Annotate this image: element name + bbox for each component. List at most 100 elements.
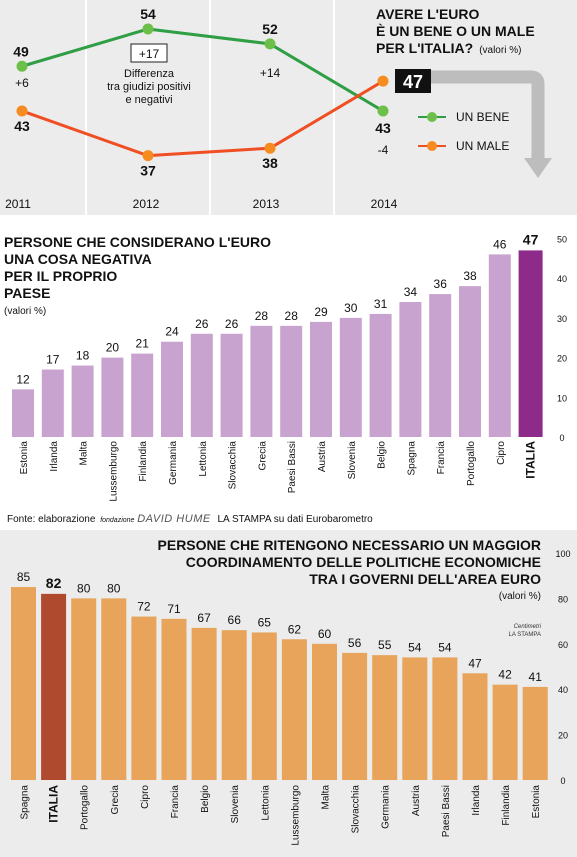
y-tick-50: 50 xyxy=(557,235,567,245)
category-label-portogallo: Portogallo xyxy=(80,785,91,830)
line-title-units: (valori %) xyxy=(479,45,521,56)
bar-francia xyxy=(429,294,452,437)
point-male-2013 xyxy=(264,142,276,154)
bar-value-spagna: 85 xyxy=(17,570,31,584)
bar-italia xyxy=(518,250,543,437)
bar-value-lussemburgo: 20 xyxy=(106,341,120,355)
bar-lussemburgo xyxy=(101,357,124,437)
bar-estonia xyxy=(522,686,548,780)
bar-chart-1-marks: 12 Estonia 17 Irlanda 18 Malta 20 Lussemburgo 21… xyxy=(12,231,567,502)
bar1-title-line-2: UNA COSA NEGATIVA xyxy=(4,251,152,267)
bar-value-belgio: 31 xyxy=(374,297,388,311)
category-label-lettonia: Lettonia xyxy=(198,441,209,477)
line-title-line-3: PER L'ITALIA? (valori %) xyxy=(376,40,521,56)
bar-lussemburgo xyxy=(281,639,307,780)
category-label-germania: Germania xyxy=(168,441,179,485)
category-label-estonia: Estonia xyxy=(19,441,30,475)
category-label-malta: Malta xyxy=(321,785,332,810)
bar-slovenia xyxy=(339,317,362,437)
difference-note-box xyxy=(130,43,168,63)
bar-chart-2-title: PERSONE CHE RITENGONO NECESSARIO UN MAGG… xyxy=(158,537,542,602)
bar-value-lussemburgo: 62 xyxy=(288,622,302,636)
bar-value-slovacchia: 26 xyxy=(225,317,239,331)
source-prefix: Fonte: elaborazione xyxy=(7,514,96,525)
bar-francia xyxy=(161,618,187,780)
value-label-male-2013: 38 xyxy=(262,155,278,171)
bar-value-germania: 24 xyxy=(165,325,179,339)
bar-value-grecia: 80 xyxy=(107,581,121,595)
bar-austria xyxy=(310,321,332,437)
bar-chart-2-marks: 85 Spagna 82 ITALIA 80 Portogallo 80 Grecia 72 Ci… xyxy=(11,549,571,846)
category-label-grecia: Grecia xyxy=(110,785,121,815)
x-tick-2011: 2011 xyxy=(5,197,31,211)
bar-finlandia xyxy=(492,684,518,780)
y-tick-0: 0 xyxy=(559,433,564,443)
category-label-austria: Austria xyxy=(411,785,422,817)
y-tick-80: 80 xyxy=(558,594,568,604)
x-tick-2012: 2012 xyxy=(133,197,160,211)
line-legend: UN BENE UN MALE xyxy=(418,110,509,153)
bar-value-malta: 18 xyxy=(76,349,90,363)
category-label-finlandia: Finlandia xyxy=(501,785,512,826)
bar-value-slovacchia: 56 xyxy=(348,636,362,650)
category-label-spagna: Spagna xyxy=(406,441,417,476)
bar-austria xyxy=(402,657,428,780)
bar-value-paesi-bassi: 54 xyxy=(438,640,452,654)
bar1-title-units: (valori %) xyxy=(4,306,46,317)
bar-lettonia xyxy=(251,632,277,780)
line-title-line-1: AVERE L'EURO xyxy=(376,6,480,22)
bar-germania xyxy=(161,341,183,437)
category-label-estonia: Estonia xyxy=(531,785,542,819)
credit-line-2: LA STAMPA xyxy=(509,632,541,638)
legend-label-bene: UN BENE xyxy=(456,110,509,124)
category-label-italia: ITALIA xyxy=(524,441,538,479)
bar-value-grecia: 28 xyxy=(255,309,269,323)
category-label-cipro: Cipro xyxy=(140,785,151,809)
difference-note-line-3: e negativi xyxy=(125,94,172,106)
bar-value-francia: 71 xyxy=(167,602,181,616)
difference-2012: +17 xyxy=(139,47,160,61)
credit-line-1: Centimetri xyxy=(514,624,542,630)
bar-value-estonia: 12 xyxy=(16,372,30,386)
legend-dot-bene xyxy=(427,112,437,122)
bar-portogallo xyxy=(71,598,97,780)
legend-label-male: UN MALE xyxy=(456,139,509,153)
difference-2011: +6 xyxy=(15,76,29,90)
difference-2014: -4 xyxy=(378,143,389,157)
y-tick-0: 0 xyxy=(560,776,565,786)
bar-portogallo xyxy=(459,286,481,437)
bar-value-spagna: 34 xyxy=(404,285,418,299)
bar-value-slovenia: 66 xyxy=(228,613,242,627)
bar-paesi-bassi xyxy=(432,657,458,780)
highlight-value: 47 xyxy=(403,72,423,92)
bar-value-irlanda: 47 xyxy=(468,656,482,670)
category-label-slovenia: Slovenia xyxy=(230,785,241,824)
bar2-title-line-1: PERSONE CHE RITENGONO NECESSARIO UN MAGG… xyxy=(158,537,541,553)
bar-value-lettonia: 26 xyxy=(195,317,209,331)
bar-slovacchia xyxy=(220,333,243,437)
y-tick-20: 20 xyxy=(557,354,567,364)
bar-belgio xyxy=(191,627,217,780)
bar-value-portogallo: 80 xyxy=(77,581,91,595)
y-tick-40: 40 xyxy=(557,274,567,284)
y-tick-20: 20 xyxy=(558,731,568,741)
bar-spagna xyxy=(11,587,36,780)
bar-slovenia xyxy=(221,630,247,780)
line-title-line-2: È UN BENE O UN MALE xyxy=(376,23,535,39)
highlight-arrow xyxy=(430,70,545,160)
bar2-title-line-3: TRA I GOVERNI DELL'AREA EURO xyxy=(309,571,541,587)
bar-grecia xyxy=(250,325,273,437)
bar-cipro xyxy=(488,254,511,437)
point-bene-2014 xyxy=(377,105,389,117)
value-label-bene-2012: 54 xyxy=(140,6,156,22)
bar-value-slovenia: 30 xyxy=(344,301,358,315)
point-male-2012 xyxy=(142,150,154,162)
bar-paesi-bassi xyxy=(280,325,303,437)
category-label-cipro: Cipro xyxy=(496,441,507,465)
y-tick-60: 60 xyxy=(558,640,568,650)
line-chart-title: AVERE L'EURO È UN BENE O UN MALE PER L'I… xyxy=(376,6,535,56)
bar-value-austria: 54 xyxy=(408,640,422,654)
bar-cipro xyxy=(131,616,157,780)
bar1-title-line-4: PAESE xyxy=(4,285,50,301)
